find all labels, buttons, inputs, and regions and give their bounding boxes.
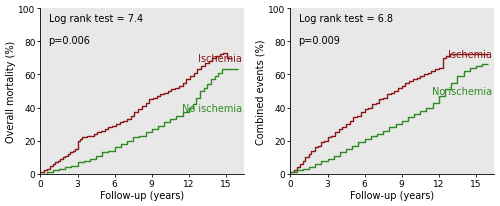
Text: No ischemia: No ischemia <box>182 103 242 113</box>
Text: Ischemia: Ischemia <box>198 54 242 63</box>
Text: No ischemia: No ischemia <box>432 87 492 96</box>
Text: p=0.006: p=0.006 <box>48 35 90 45</box>
Text: Log rank test = 6.8: Log rank test = 6.8 <box>298 14 392 24</box>
X-axis label: Follow-up (years): Follow-up (years) <box>350 191 434 200</box>
Y-axis label: Combined events (%): Combined events (%) <box>256 39 266 144</box>
Text: Ischemia: Ischemia <box>448 50 492 60</box>
Y-axis label: Overall mortality (%): Overall mortality (%) <box>6 41 16 142</box>
X-axis label: Follow-up (years): Follow-up (years) <box>100 191 184 200</box>
Text: Log rank test = 7.4: Log rank test = 7.4 <box>48 14 142 24</box>
Text: p=0.009: p=0.009 <box>298 35 341 45</box>
